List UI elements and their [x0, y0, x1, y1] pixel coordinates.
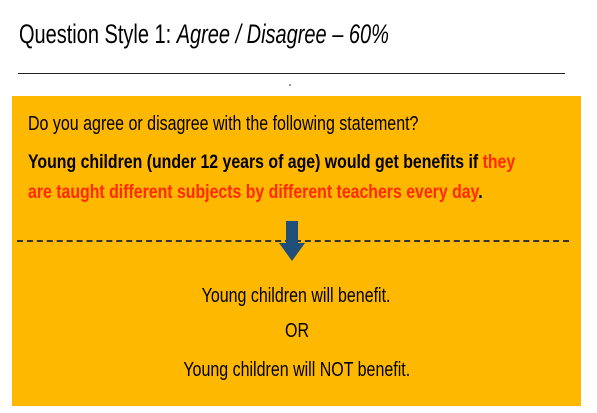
question-panel: Do you agree or disagree with the follow…	[12, 96, 581, 406]
question-prompt: Do you agree or disagree with the follow…	[28, 110, 516, 138]
option-benefit: Young children will benefit.	[12, 282, 581, 310]
title-divider	[18, 73, 565, 74]
slide-title: Question Style 1: Agree / Disagree – 60%	[19, 14, 519, 54]
statement-text-red-2: are taught different subjects by differe…	[28, 182, 479, 203]
statement: Young children (under 12 years of age) w…	[28, 148, 588, 208]
statement-text-black: Young children (under 12 years of age) w…	[28, 152, 483, 173]
option-benefit-text: Young children will benefit.	[202, 285, 391, 307]
title-emphasis: Agree / Disagree – 60%	[176, 19, 389, 49]
option-no-benefit-text: Young children will NOT benefit.	[183, 359, 410, 381]
question-text: Do you agree or disagree with the follow…	[28, 113, 419, 135]
option-separator-text: OR	[284, 320, 309, 342]
statement-line-2: are taught different subjects by differe…	[28, 178, 496, 208]
statement-line-1: Young children (under 12 years of age) w…	[28, 148, 515, 178]
option-separator: OR	[12, 317, 581, 345]
arrow-down-icon	[279, 221, 305, 261]
title-prefix: Question Style 1:	[19, 19, 177, 49]
statement-period: .	[478, 182, 483, 203]
statement-text-red-1: they	[482, 152, 516, 173]
stray-dot	[289, 84, 291, 86]
option-no-benefit: Young children will NOT benefit.	[12, 356, 581, 384]
